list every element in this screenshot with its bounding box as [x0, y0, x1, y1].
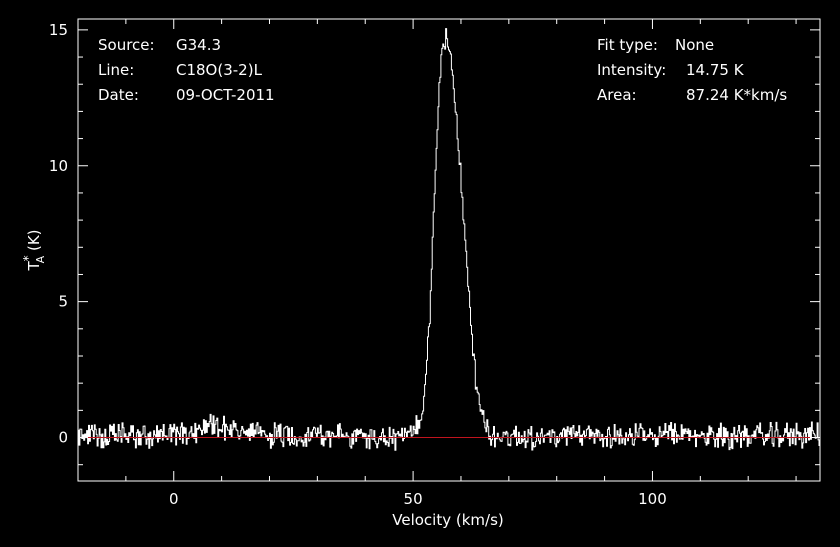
source-label: Source: — [98, 36, 155, 54]
line-value: C18O(3-2)L — [176, 61, 263, 79]
y-axis-title: T*A (K) — [21, 229, 47, 271]
fit-type-label: Fit type: — [597, 36, 658, 54]
intensity-label: Intensity: — [597, 61, 666, 79]
date-value: 09-OCT-2011 — [176, 86, 275, 104]
y-axis-title-superscript: * — [21, 255, 35, 261]
info-block-right: Fit type: None Intensity: 14.75 K Area: … — [597, 36, 787, 104]
y-tick-label: 10 — [49, 157, 68, 175]
x-tick-label: 50 — [404, 490, 423, 508]
spectrum-line — [78, 28, 821, 451]
fit-type-value: None — [675, 36, 714, 54]
x-axis-title: Velocity (km/s) — [392, 511, 503, 529]
y-axis-title-subscript: A — [34, 255, 47, 263]
y-axis-title-unit: (K) — [25, 229, 43, 255]
intensity-value: 14.75 K — [686, 61, 745, 79]
date-label: Date: — [98, 86, 139, 104]
x-tick-label: 0 — [169, 490, 179, 508]
source-value: G34.3 — [176, 36, 221, 54]
ticks-layer: 0 50 100 0 5 10 15 — [49, 19, 820, 508]
x-tick-label: 100 — [638, 490, 667, 508]
y-tick-label: 5 — [58, 293, 68, 311]
spectrum-layer — [78, 28, 821, 451]
y-tick-label: 0 — [58, 429, 68, 447]
area-label: Area: — [597, 86, 637, 104]
info-block-left: Source: G34.3 Line: C18O(3-2)L Date: 09-… — [98, 36, 275, 104]
line-label: Line: — [98, 61, 134, 79]
y-axis-title-symbol: T — [25, 261, 43, 272]
plot-frame — [77, 18, 821, 482]
y-tick-label: 15 — [49, 21, 68, 39]
area-value: 87.24 K*km/s — [686, 86, 787, 104]
